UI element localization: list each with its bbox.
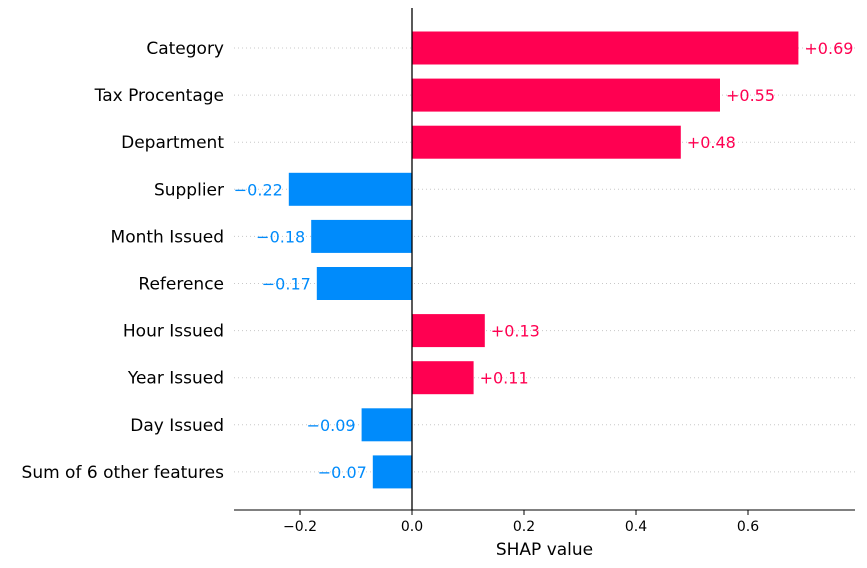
bar [361, 408, 412, 442]
category-label: Day Issued [130, 416, 224, 436]
bar [412, 361, 474, 395]
value-label: +0.13 [491, 322, 540, 341]
value-label: +0.69 [804, 39, 853, 58]
bar [412, 31, 799, 65]
category-label: Department [121, 133, 224, 153]
x-axis-ticks: −0.2 0.0 0.2 0.4 0.6 [283, 510, 759, 535]
category-label: Supplier [154, 180, 224, 200]
category-label: Sum of 6 other features [22, 463, 225, 483]
x-tick-label: 0.6 [737, 519, 759, 535]
value-label: −0.22 [234, 180, 283, 199]
value-label: −0.17 [262, 275, 311, 294]
x-axis-title: SHAP value [496, 540, 593, 560]
category-label: Tax Procentage [94, 86, 224, 106]
category-label: Hour Issued [123, 322, 224, 342]
value-label: +0.55 [726, 86, 775, 105]
value-label: −0.09 [307, 416, 356, 435]
category-label: Reference [138, 275, 224, 295]
x-tick-label: 0.2 [513, 519, 535, 535]
value-label: +0.11 [480, 369, 529, 388]
value-labels: +0.69 +0.55 +0.48 −0.22 −0.18 −0.17 +0.13 +0.11… [234, 39, 854, 482]
value-label: −0.07 [318, 463, 367, 482]
value-label: −0.18 [256, 227, 305, 246]
bar [316, 267, 412, 300]
bar [412, 125, 681, 159]
category-label: Year Issued [127, 369, 224, 389]
x-tick-label: −0.2 [283, 519, 317, 535]
bars-group [288, 31, 799, 489]
bar [311, 219, 412, 253]
value-label: +0.48 [687, 133, 736, 152]
category-label: Month Issued [111, 227, 224, 247]
bar [372, 455, 412, 489]
x-tick-label: 0.0 [401, 519, 423, 535]
bar [412, 314, 485, 348]
category-labels: Category Tax Procentage Department Supplier… [22, 39, 225, 483]
bar [288, 172, 412, 206]
bar [412, 78, 720, 112]
category-label: Category [146, 39, 224, 59]
x-tick-label: 0.4 [625, 519, 647, 535]
